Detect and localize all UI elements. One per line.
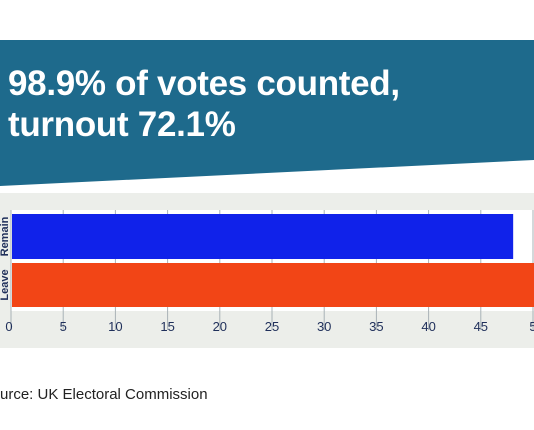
headline-title: 98.9% of votes counted, turnout 72.1% xyxy=(8,64,400,144)
x-tick-label: 30 xyxy=(317,319,331,334)
x-tick-label: 40 xyxy=(421,319,435,334)
headline-banner-shape xyxy=(0,40,534,186)
category-label: Leave xyxy=(0,269,11,300)
x-tick-label: 10 xyxy=(108,319,122,334)
x-tick-label: 15 xyxy=(160,319,174,334)
x-tick-label: 35 xyxy=(369,319,383,334)
category-label: Remain xyxy=(0,216,11,256)
x-tick-label: 0 xyxy=(5,319,12,334)
x-tick-label: 5 xyxy=(60,319,67,334)
x-tick-labels: 0 5 10 15 20 25 30 35 40 45 5 xyxy=(5,319,534,334)
headline-banner xyxy=(0,40,534,186)
category-labels: Remain Leave xyxy=(0,216,11,300)
bar-leave xyxy=(12,263,534,307)
bar-remain xyxy=(12,214,514,259)
x-tick-label: 45 xyxy=(474,319,488,334)
x-tick-label: 20 xyxy=(213,319,227,334)
source-note: urce: UK Electoral Commission xyxy=(0,386,208,403)
bars xyxy=(12,214,534,307)
x-tick-label: 5 xyxy=(529,319,534,334)
x-tick-label: 25 xyxy=(265,319,279,334)
